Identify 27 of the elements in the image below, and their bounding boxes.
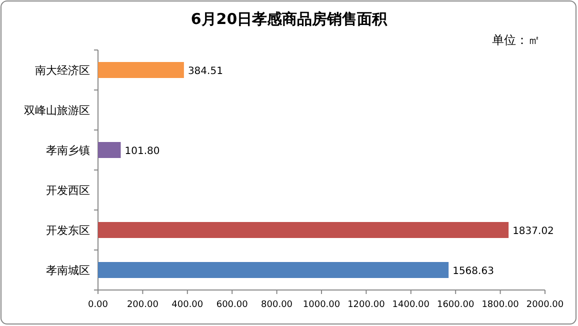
- y-tick-label: 开发东区: [46, 224, 90, 237]
- x-tick-label: 400.00: [172, 300, 204, 310]
- data-label: 1837.02: [512, 226, 554, 237]
- x-tick-label: 800.00: [261, 300, 293, 310]
- y-tick-label: 开发西区: [46, 184, 90, 197]
- bar: [98, 262, 449, 278]
- chart-title: 6月20日孝感商品房销售面积: [190, 10, 388, 28]
- x-tick-label: 1800.00: [482, 300, 520, 310]
- x-tick-label: 1000.00: [302, 300, 340, 310]
- bar: [98, 142, 121, 158]
- x-tick-label: 0.00: [88, 300, 108, 310]
- x-tick-label: 1200.00: [348, 300, 386, 310]
- bar: [98, 222, 509, 238]
- x-tick-label: 1600.00: [436, 300, 474, 310]
- text: 单位：㎡: [492, 33, 540, 47]
- x-tick-label: 2000.00: [526, 300, 564, 310]
- data-label: 1568.63: [452, 266, 494, 277]
- x-tick-label: 600.00: [216, 300, 248, 310]
- x-tick-label: 1400.00: [392, 300, 430, 310]
- y-tick-label: 双峰山旅游区: [24, 104, 90, 117]
- data-label: 384.51: [188, 66, 223, 77]
- y-tick-label: 南大经济区: [35, 64, 90, 77]
- x-tick-label: 200.00: [126, 300, 159, 310]
- bar: [98, 62, 184, 78]
- y-tick-label: 孝南城区: [46, 264, 90, 277]
- data-label: 101.80: [124, 146, 160, 157]
- y-tick-label: 孝南乡镇: [46, 144, 90, 157]
